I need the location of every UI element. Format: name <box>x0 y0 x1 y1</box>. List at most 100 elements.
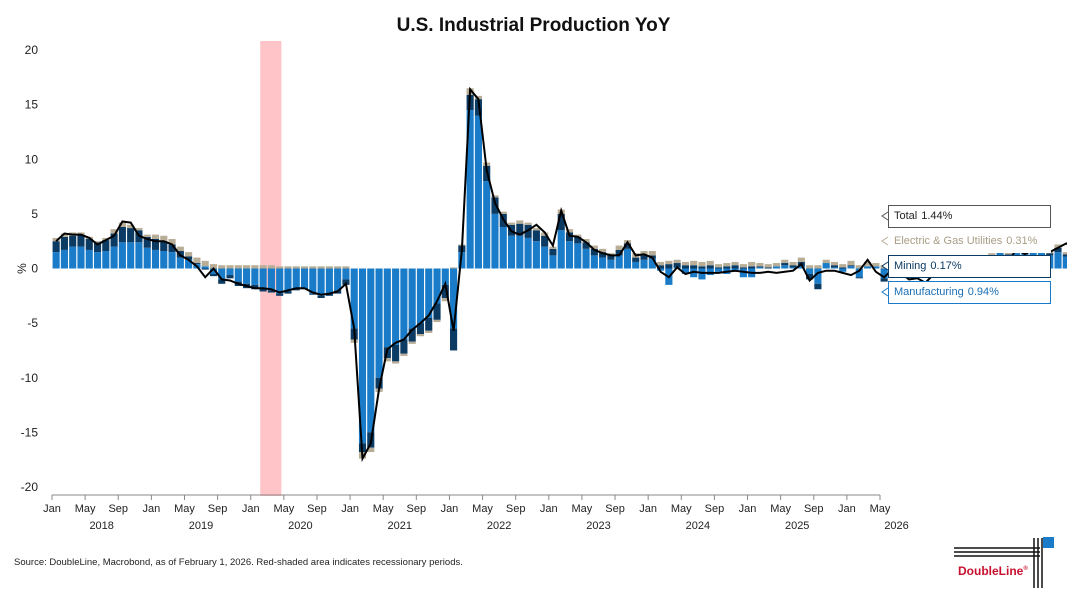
y-axis-label: % <box>15 263 29 274</box>
bar-mining <box>706 265 714 269</box>
label-manufacturing: Manufacturing 0.94% <box>888 281 1051 304</box>
bar-mining <box>806 273 814 280</box>
x-year-label: 2026 <box>884 520 908 532</box>
bar-mining <box>491 197 499 214</box>
bar-mining <box>400 339 408 354</box>
bar-electric-gas-utilities <box>739 264 747 268</box>
bar-mining <box>1004 254 1012 256</box>
bar-manufacturing <box>549 255 557 269</box>
bar-manufacturing <box>714 268 723 272</box>
source-note: Source: DoubleLine, Macrobond, as of Feb… <box>14 557 463 568</box>
x-year-label: 2019 <box>189 520 213 532</box>
bar-mining <box>392 344 400 362</box>
bar-electric-gas-utilities <box>367 447 375 453</box>
bar-electric-gas-utilities <box>416 334 425 337</box>
bar-manufacturing <box>400 268 408 340</box>
label-pointer <box>881 211 889 221</box>
bar-manufacturing <box>599 257 607 269</box>
bar-electric-gas-utilities <box>267 265 275 269</box>
bar-manufacturing <box>507 235 516 269</box>
bar-electric-gas-utilities <box>814 265 822 269</box>
bar-mining <box>574 236 582 244</box>
bar-mining <box>541 235 549 247</box>
bar-electric-gas-utilities <box>657 261 665 266</box>
y-tick-label: 0 <box>31 262 38 276</box>
bar-manufacturing <box>797 266 805 269</box>
bar-electric-gas-utilities <box>209 264 218 269</box>
bar-electric-gas-utilities <box>599 248 607 253</box>
bar-mining <box>342 279 350 285</box>
label-utilities: Electric & Gas Utilities 0.31% <box>888 230 1051 253</box>
bar-electric-gas-utilities <box>847 260 855 266</box>
bar-electric-gas-utilities <box>1062 252 1067 255</box>
y-tick-label: 5 <box>31 207 38 221</box>
bar-mining <box>185 256 193 260</box>
bar-manufacturing <box>781 265 789 269</box>
bar-manufacturing <box>234 268 242 282</box>
label-manufacturing-name: Manufacturing <box>894 286 964 298</box>
bar-mining <box>93 242 102 253</box>
bar-manufacturing <box>1054 252 1062 269</box>
bar-mining <box>168 244 176 253</box>
bar-manufacturing <box>350 268 358 329</box>
bar-electric-gas-utilities <box>160 235 168 242</box>
bar-manufacturing <box>309 268 317 294</box>
bar-manufacturing <box>243 268 251 284</box>
bar-electric-gas-utilities <box>706 260 714 266</box>
bar-mining <box>855 277 863 279</box>
bar-electric-gas-utilities <box>243 265 251 269</box>
bar-electric-gas-utilities <box>690 260 698 266</box>
x-tick-label: May <box>770 503 791 515</box>
total-line <box>55 86 1067 463</box>
bar-electric-gas-utilities <box>292 266 300 269</box>
x-tick-label: May <box>373 503 394 515</box>
x-tick-label: May <box>870 503 891 515</box>
bar-manufacturing <box>739 268 747 278</box>
bar-electric-gas-utilities <box>118 222 126 227</box>
bar-mining <box>284 291 292 294</box>
bar-mining <box>218 279 226 284</box>
bar-manufacturing <box>615 255 623 269</box>
bar-manufacturing <box>176 257 184 269</box>
label-manufacturing-value: 0.94% <box>967 286 999 298</box>
bar-manufacturing <box>209 268 218 274</box>
bar-mining <box>590 248 598 256</box>
bar-manufacturing <box>60 249 68 269</box>
bar-electric-gas-utilities <box>226 265 234 269</box>
bar-manufacturing <box>847 266 855 269</box>
bar-manufacturing <box>466 110 474 269</box>
y-tick-label: 10 <box>25 152 39 166</box>
bar-manufacturing <box>425 268 433 318</box>
bar-electric-gas-utilities <box>276 266 284 269</box>
bar-mining <box>756 266 764 268</box>
bar-electric-gas-utilities <box>748 261 756 267</box>
x-tick-label: Sep <box>506 503 526 515</box>
bar-manufacturing <box>168 252 176 269</box>
bar-mining <box>607 255 615 260</box>
bar-mining <box>226 275 234 279</box>
label-total-value: 1.44% <box>921 210 953 222</box>
bar-manufacturing <box>1062 256 1067 269</box>
bar-manufacturing <box>433 268 441 304</box>
bar-manufacturing <box>292 268 300 289</box>
bar-manufacturing <box>458 252 466 269</box>
bar-electric-gas-utilities <box>549 246 557 249</box>
bar-electric-gas-utilities <box>806 265 814 269</box>
label-total-name: Total <box>894 210 918 222</box>
x-tick-label: Jan <box>242 503 260 515</box>
bar-electric-gas-utilities <box>499 211 507 214</box>
bar-mining <box>416 323 425 335</box>
y-tick-label: -15 <box>21 425 39 439</box>
doubleline-logo: DoubleLine® <box>952 536 1056 590</box>
bar-mining <box>267 290 275 293</box>
label-mining-value: 0.17% <box>930 260 962 272</box>
bar-electric-gas-utilities <box>334 266 342 269</box>
bar-electric-gas-utilities <box>251 265 259 269</box>
bar-manufacturing <box>102 251 110 269</box>
x-tick-label: Sep <box>108 503 128 515</box>
x-tick-label: Jan <box>43 503 61 515</box>
bar-manufacturing <box>143 247 151 269</box>
x-tick-label: Jan <box>441 503 459 515</box>
bar-mining <box>309 293 317 295</box>
bar-electric-gas-utilities <box>698 261 706 267</box>
